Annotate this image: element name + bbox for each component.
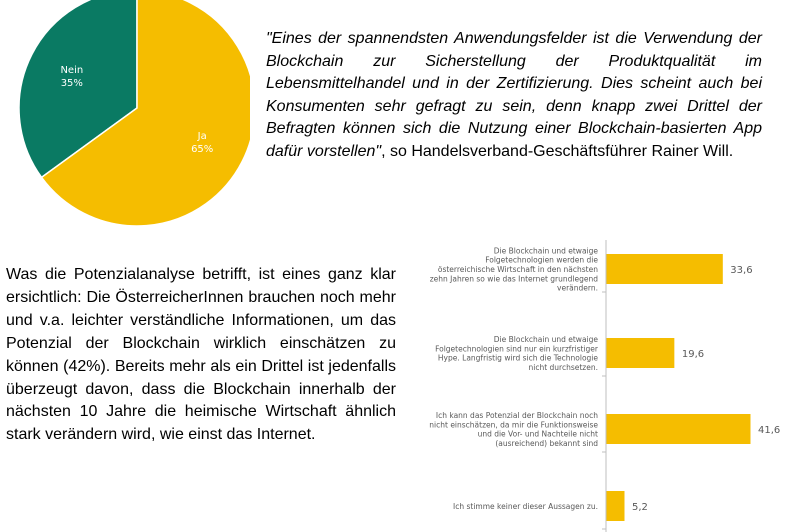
bar-2 (606, 414, 751, 444)
body-paragraph: Was die Potenzialanalyse betrifft, ist e… (6, 266, 396, 444)
pie-slice-nein (18, 0, 138, 179)
bar-value-label-0: 33,6 (730, 265, 752, 276)
bar-category-label-3: Ich stimme keiner dieser Aussagen zu. (453, 502, 598, 511)
quote-attribution: , so Handelsverband-Geschäftsführer Rain… (381, 142, 734, 160)
bar-value-label-2: 41,6 (758, 425, 780, 436)
bar-1 (606, 338, 675, 368)
pie-label-ja: Ja (197, 131, 207, 142)
bar-category-label-2: Ich kann das Potenzial der Blockchain no… (429, 411, 598, 448)
pie-value-nein: 35% (61, 78, 83, 89)
pie-slice-ja (40, 0, 250, 227)
bar-value-label-3: 5,2 (632, 502, 648, 513)
pie-chart: Nein 35% Ja 65% (18, 0, 250, 227)
bar-3 (606, 491, 625, 521)
bar-value-label-1: 19,6 (682, 349, 704, 360)
quote-italic-text: "Eines der spannendsten Anwendungsfelder… (266, 30, 762, 160)
bar-0 (606, 254, 723, 284)
pie-value-ja: 65% (191, 144, 213, 155)
bar-category-label-1: Die Blockchain und etwaige Folgetechnolog… (435, 335, 599, 372)
bar-category-label-0: Die Blockchain und etwaige Folgetechnolog… (430, 246, 599, 292)
bar-chart: 33,6 Die Blockchain und etwaige Folgetechn… (429, 240, 780, 532)
quote-paragraph: "Eines der spannendsten Anwendungsfelder… (266, 28, 762, 164)
pie-label-nein: Nein (60, 65, 83, 76)
